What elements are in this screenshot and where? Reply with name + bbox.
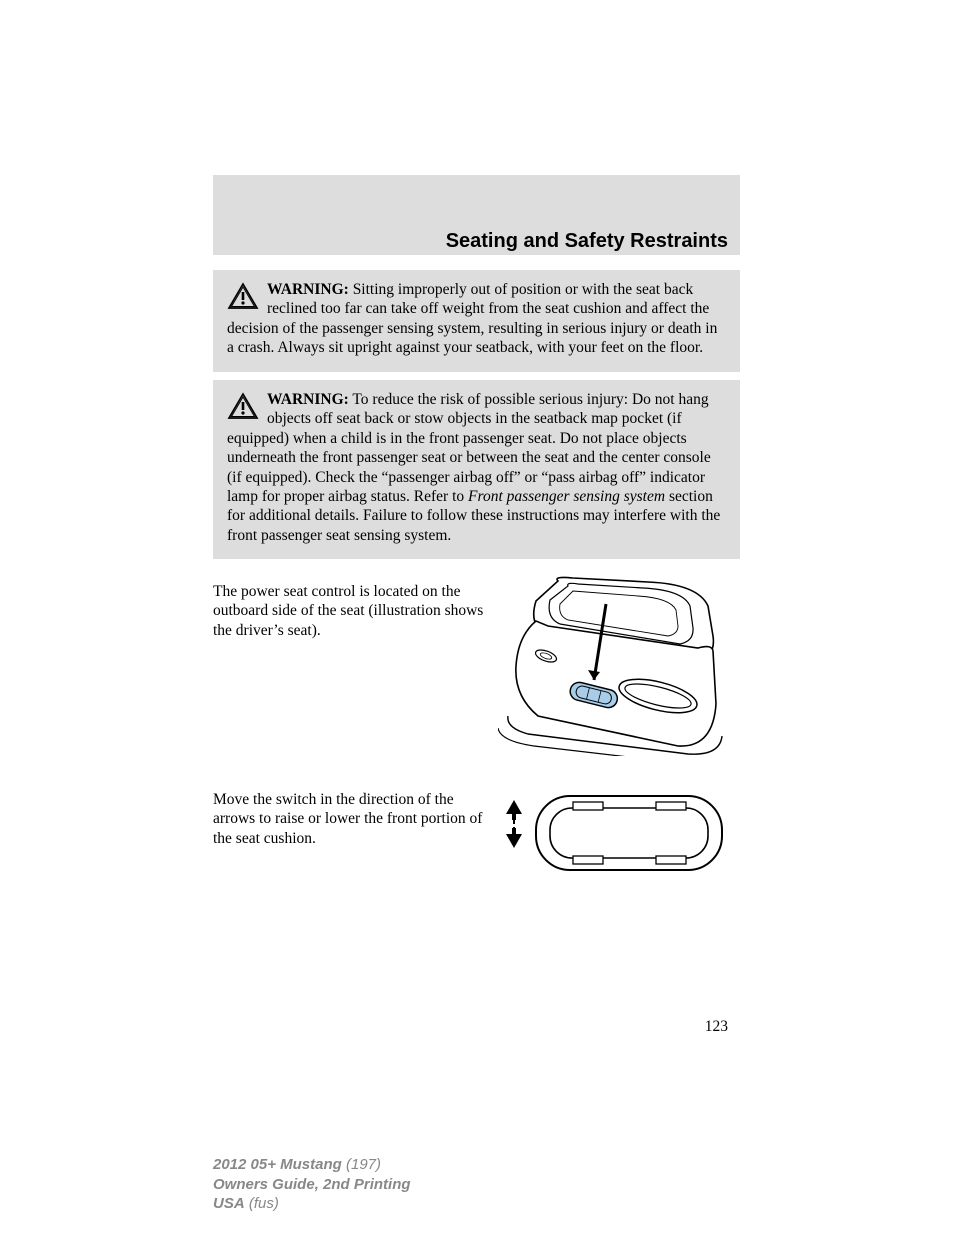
warning-box-1: WARNING: Sitting improperly out of posit… [213, 270, 740, 372]
warning-triangle-icon [227, 392, 259, 420]
body-paragraph-2: Move the switch in the direction of the … [213, 790, 493, 848]
page-number: 123 [213, 1018, 728, 1036]
warning-text-italic: Front passenger sensing system [468, 488, 665, 505]
seat-illustration [498, 576, 726, 756]
footer-line-1: 2012 05+ Mustang (197) [213, 1155, 411, 1175]
warning-label: WARNING: [267, 281, 349, 298]
warning-label: WARNING: [267, 391, 349, 408]
warning-triangle-icon [227, 282, 259, 310]
body-paragraph-1: The power seat control is located on the… [213, 582, 493, 640]
page-title: Seating and Safety Restraints [213, 230, 728, 253]
footer: 2012 05+ Mustang (197) Owners Guide, 2nd… [213, 1155, 411, 1214]
warning-box-2: WARNING: To reduce the risk of possible … [213, 380, 740, 559]
footer-line-2: Owners Guide, 2nd Printing [213, 1175, 411, 1195]
switch-illustration [498, 790, 726, 890]
footer-line-3: USA (fus) [213, 1194, 411, 1214]
